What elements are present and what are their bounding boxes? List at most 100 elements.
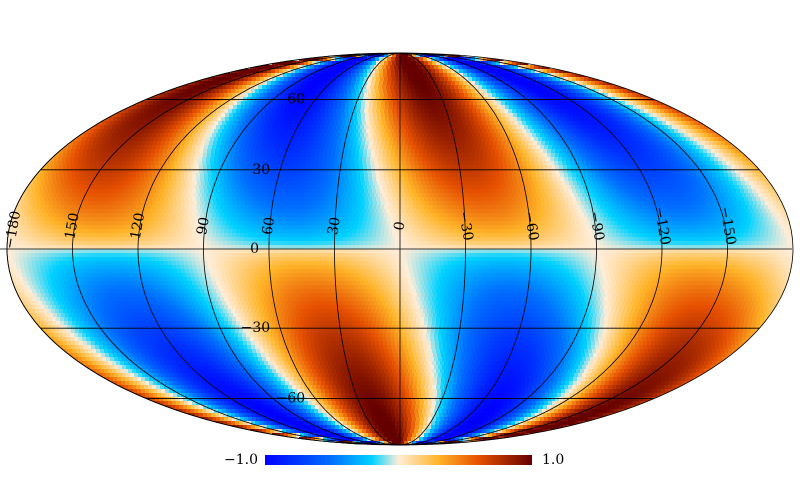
map-pixel: [218, 121, 223, 126]
map-pixel: [563, 89, 568, 94]
map-pixel: [295, 153, 300, 158]
map-pixel: [268, 93, 273, 98]
map-pixel: [467, 89, 472, 94]
map-pixel: [232, 109, 237, 114]
map-pixel: [414, 121, 419, 126]
map-pixel: [359, 165, 364, 170]
map-pixel: [440, 145, 445, 150]
map-pixel: [251, 81, 256, 86]
map-pixel: [708, 173, 713, 178]
map-pixel: [464, 77, 469, 82]
map-pixel: [267, 89, 272, 94]
map-pixel: [351, 153, 356, 158]
map-pixel: [514, 137, 519, 142]
map-pixel: [87, 149, 92, 154]
map-pixel: [536, 177, 541, 182]
map-pixel: [366, 85, 371, 90]
map-pixel: [119, 165, 124, 170]
map-pixel: [83, 165, 88, 170]
map-pixel: [304, 133, 309, 138]
map-pixel: [365, 181, 370, 186]
map-pixel: [129, 181, 134, 186]
map-pixel: [418, 157, 423, 162]
map-pixel: [228, 133, 233, 138]
map-pixel: [185, 181, 190, 186]
map-pixel: [352, 133, 357, 138]
map-pixel: [672, 133, 677, 138]
map-pixel: [350, 129, 355, 134]
map-pixel: [636, 189, 641, 194]
map-pixel: [79, 149, 84, 154]
map-pixel: [361, 105, 366, 110]
map-pixel: [673, 181, 678, 186]
map-pixel: [652, 189, 657, 194]
map-pixel: [437, 105, 442, 110]
map-pixel: [646, 157, 651, 162]
map-pixel: [299, 165, 304, 170]
map-pixel: [692, 189, 697, 194]
map-pixel: [443, 73, 448, 78]
map-pixel: [211, 81, 216, 86]
map-pixel: [475, 153, 480, 158]
map-pixel: [532, 145, 537, 150]
map-pixel: [656, 109, 661, 114]
map-pixel: [563, 81, 568, 86]
map-pixel: [224, 93, 229, 98]
map-pixel: [423, 165, 428, 170]
map-pixel: [356, 109, 361, 114]
map-pixel: [440, 133, 445, 138]
map-pixel: [420, 133, 425, 138]
map-pixel: [580, 133, 585, 138]
map-pixel: [251, 89, 256, 94]
map-pixel: [592, 177, 597, 182]
map-pixel: [570, 129, 575, 134]
map-pixel: [351, 89, 356, 94]
map-pixel: [599, 185, 604, 190]
map-pixel: [269, 105, 274, 110]
map-pixel: [507, 185, 512, 190]
map-pixel: [315, 185, 320, 190]
map-pixel: [251, 153, 256, 158]
map-pixel: [55, 165, 60, 170]
map-pixel: [335, 81, 340, 86]
map-pixel: [186, 161, 191, 166]
map-pixel: [224, 125, 229, 130]
map-pixel: [363, 165, 368, 170]
map-pixel: [678, 137, 683, 142]
map-pixel: [509, 105, 514, 110]
map-pixel: [517, 181, 522, 186]
map-pixel: [536, 189, 541, 194]
map-pixel: [608, 173, 613, 178]
map-pixel: [266, 121, 271, 126]
map-pixel: [360, 173, 365, 178]
map-pixel: [745, 181, 750, 186]
map-pixel: [376, 77, 381, 82]
map-pixel: [551, 185, 556, 190]
map-pixel: [165, 181, 170, 186]
map-pixel: [686, 161, 691, 166]
map-pixel: [543, 153, 548, 158]
map-pixel: [622, 161, 627, 166]
map-pixel: [137, 113, 142, 118]
map-pixel: [231, 73, 236, 78]
map-pixel: [439, 149, 444, 154]
map-pixel: [644, 109, 649, 114]
map-pixel: [193, 101, 198, 106]
map-pixel: [579, 89, 584, 94]
map-pixel: [706, 129, 711, 134]
map-pixel: [372, 133, 377, 138]
map-pixel: [694, 137, 699, 142]
map-pixel: [561, 101, 566, 106]
map-pixel: [120, 189, 125, 194]
map-pixel: [216, 93, 221, 98]
map-pixel: [605, 105, 610, 110]
map-pixel: [386, 85, 391, 90]
map-pixel: [206, 129, 211, 134]
map-pixel: [281, 141, 286, 146]
map-pixel: [337, 113, 342, 118]
map-pixel: [122, 161, 127, 166]
map-pixel: [139, 165, 144, 170]
map-pixel: [52, 177, 57, 182]
map-pixel: [162, 121, 167, 126]
map-pixel: [481, 113, 486, 118]
